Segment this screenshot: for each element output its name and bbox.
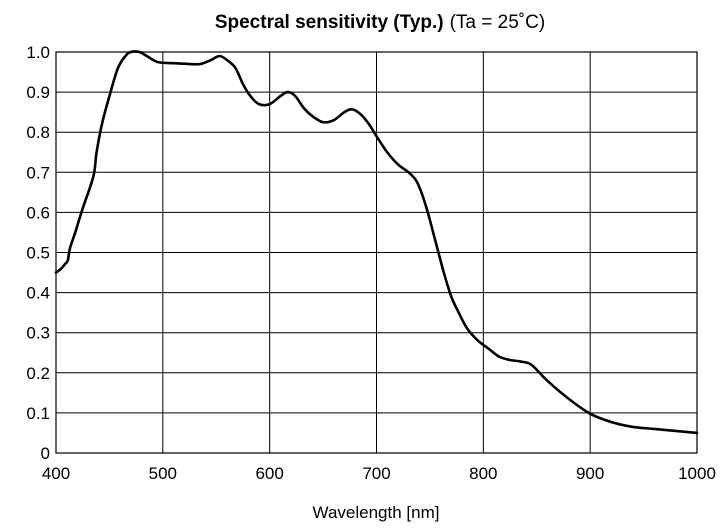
y-tick-labels: 0 0.1 0.2 0.3 0.4 0.5 0.6 0.7 0.8 0.9 1.0 xyxy=(26,43,50,463)
x-tick-label: 500 xyxy=(149,464,177,483)
x-tick-label: 800 xyxy=(469,464,497,483)
y-tick-label: 0.1 xyxy=(26,404,50,423)
x-tick-label: 600 xyxy=(255,464,283,483)
sensitivity-curve xyxy=(54,50,699,435)
grid-lines xyxy=(55,51,698,454)
y-tick-label: 0.5 xyxy=(26,244,50,263)
chart-title-condition: (Ta = 25˚C) xyxy=(450,12,546,33)
x-axis-label: Wavelength [nm] xyxy=(313,503,440,522)
x-tick-label: 900 xyxy=(576,464,604,483)
x-tick-label: 1000 xyxy=(678,464,716,483)
chart-title: Spectral sensitivity (Typ.) (Ta = 25˚C) xyxy=(215,12,545,33)
y-tick-label: 0.7 xyxy=(26,163,50,182)
x-tick-labels: 400 500 600 700 800 900 1000 xyxy=(42,464,716,483)
y-tick-label: 0.3 xyxy=(26,324,50,343)
y-tick-label: 0.6 xyxy=(26,203,50,222)
y-tick-label: 0.9 xyxy=(26,83,50,102)
y-tick-label: 0.2 xyxy=(26,364,50,383)
y-tick-label: 0.4 xyxy=(26,284,50,303)
y-tick-label: 1.0 xyxy=(26,43,50,62)
x-tick-label: 400 xyxy=(42,464,70,483)
plot-frame xyxy=(55,51,698,454)
chart-title-main: Spectral sensitivity (Typ.) xyxy=(215,12,444,33)
y-tick-label: 0 xyxy=(41,444,50,463)
y-tick-label: 0.8 xyxy=(26,123,50,142)
x-tick-label: 700 xyxy=(362,464,390,483)
